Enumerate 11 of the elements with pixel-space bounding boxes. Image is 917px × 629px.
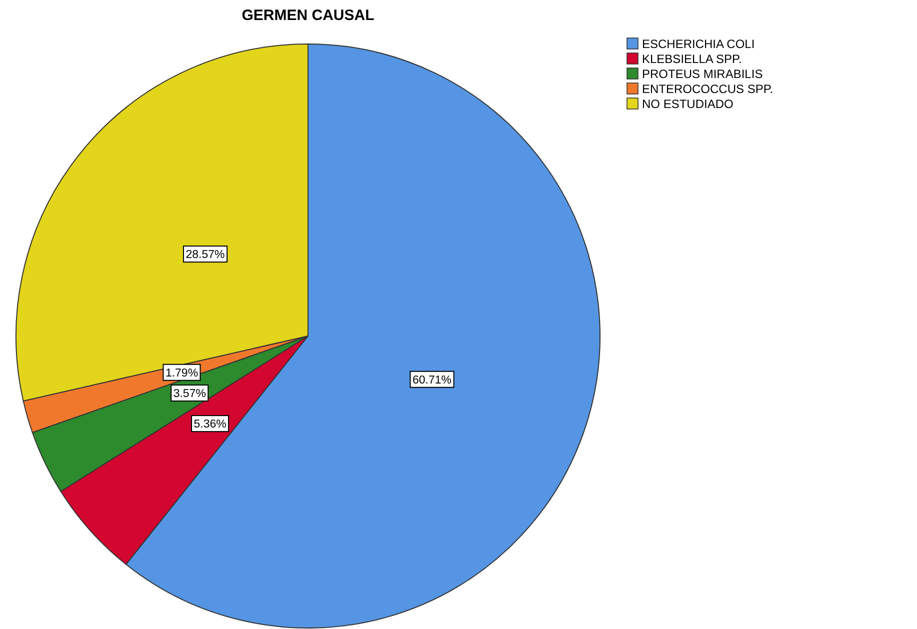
data-label: 28.57% <box>186 249 225 262</box>
data-label: 1.79% <box>165 367 198 380</box>
legend-label: KLEBSIELLA SPP. <box>642 52 742 66</box>
legend-label: NO ESTUDIADO <box>642 97 734 111</box>
chart-title: GERMEN CAUSAL <box>242 7 374 24</box>
data-label: 5.36% <box>194 418 226 431</box>
data-label: 3.57% <box>173 388 206 400</box>
legend-label: PROTEUS MIRABILIS <box>642 67 763 81</box>
legend-label: ESCHERICHIA COLI <box>642 37 755 51</box>
data-label: 60.71% <box>412 374 452 386</box>
legend-label: ENTEROCOCCUS SPP. <box>642 82 774 96</box>
